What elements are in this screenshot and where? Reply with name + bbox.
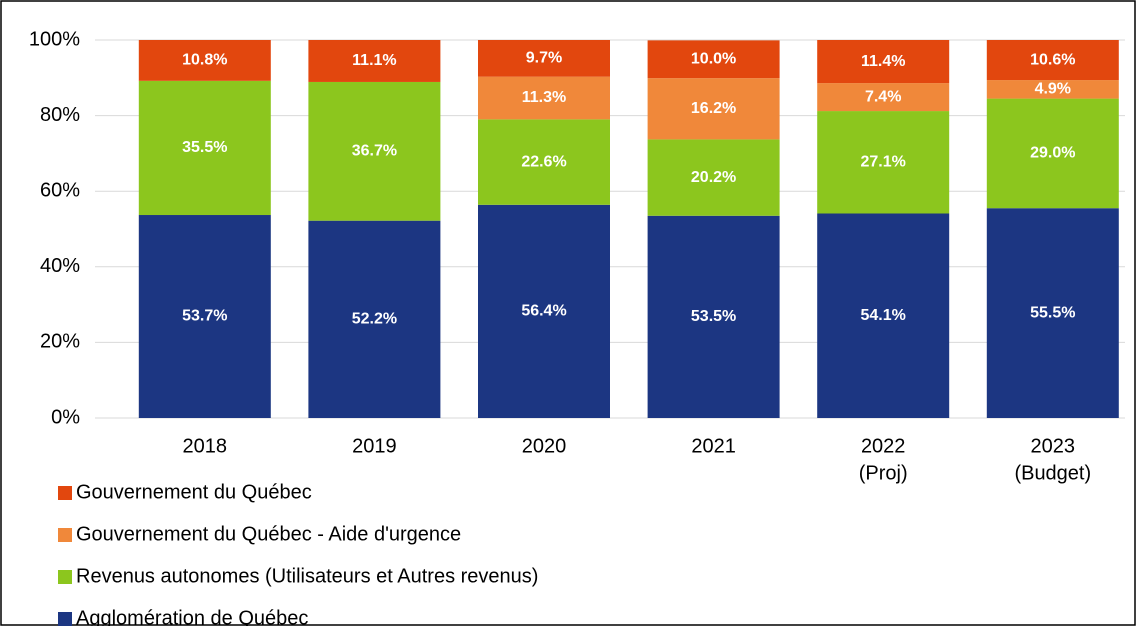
x-tick-label: 2019 — [352, 435, 397, 457]
data-label: 53.7% — [182, 308, 227, 325]
bar-segment — [478, 204, 610, 418]
bar-segment — [986, 40, 1119, 81]
data-label: 11.3% — [522, 89, 566, 106]
x-tick-label: 2021 — [691, 435, 736, 457]
y-tick-label: 80% — [40, 104, 80, 126]
data-label: 9.7% — [526, 50, 562, 67]
data-label: 10.8% — [182, 52, 227, 69]
data-label: 4.9% — [1035, 81, 1071, 98]
bar-segment — [138, 40, 271, 81]
data-label: 22.6% — [521, 153, 566, 170]
data-label: 53.5% — [691, 308, 736, 325]
data-label: 56.4% — [521, 303, 566, 320]
data-label: 52.2% — [352, 311, 397, 328]
data-label: 27.1% — [861, 154, 906, 171]
x-tick-label: (Proj) — [859, 462, 908, 484]
bar-segment — [647, 78, 780, 140]
data-label: 11.4% — [861, 53, 905, 70]
bar-segment — [817, 40, 950, 84]
legend-swatch — [58, 612, 72, 626]
legend-label: Gouvernement du Québec - Aide d'urgence — [76, 523, 461, 545]
y-tick-label: 60% — [40, 179, 80, 201]
x-tick-label: 2022 — [861, 435, 906, 457]
legend-label: Revenus autonomes (Utilisateurs et Autre… — [76, 565, 538, 587]
bar-segment — [308, 40, 441, 82]
bar-segment — [817, 111, 950, 214]
data-label: 20.2% — [691, 169, 736, 186]
data-label: 36.7% — [352, 143, 397, 160]
bar-segment — [138, 80, 271, 216]
data-label: 55.5% — [1030, 304, 1075, 321]
bar-segment — [138, 215, 271, 418]
x-tick-label: 2020 — [522, 435, 567, 457]
y-tick-label: 40% — [40, 255, 80, 277]
bar-segment — [986, 208, 1119, 418]
bar-segment — [986, 98, 1119, 209]
bar-segment — [478, 40, 610, 77]
data-label: 16.2% — [691, 100, 736, 117]
bar-segment — [308, 220, 441, 418]
bar-segment — [308, 81, 441, 221]
data-label: 11.1% — [352, 52, 396, 69]
y-tick-label: 0% — [51, 406, 80, 428]
x-tick-label: 2023 — [1031, 435, 1076, 457]
legend-label: Gouvernement du Québec — [76, 481, 312, 503]
bar-segment — [478, 119, 610, 205]
data-label: 54.1% — [861, 307, 906, 324]
legend-swatch — [58, 570, 72, 584]
bar-segment — [817, 83, 950, 112]
bar-segment — [986, 80, 1119, 99]
data-label: 35.5% — [182, 139, 227, 156]
bar-segment — [817, 213, 950, 418]
data-label: 10.0% — [691, 50, 736, 67]
y-tick-label: 20% — [40, 331, 80, 353]
data-label: 29.0% — [1030, 145, 1075, 162]
data-label: 7.4% — [865, 88, 901, 105]
bar-segment — [478, 76, 610, 120]
x-tick-label: 2018 — [183, 435, 228, 457]
x-tick-label: (Budget) — [1014, 462, 1091, 484]
data-label: 10.6% — [1030, 51, 1075, 68]
legend-swatch — [58, 528, 72, 542]
bar-segment — [647, 139, 780, 216]
bar-segment — [647, 40, 780, 79]
legend-swatch — [58, 486, 72, 500]
y-tick-label: 100% — [29, 28, 80, 50]
legend-label: Agglomération de Québec — [76, 607, 308, 626]
bar-segment — [647, 215, 780, 418]
